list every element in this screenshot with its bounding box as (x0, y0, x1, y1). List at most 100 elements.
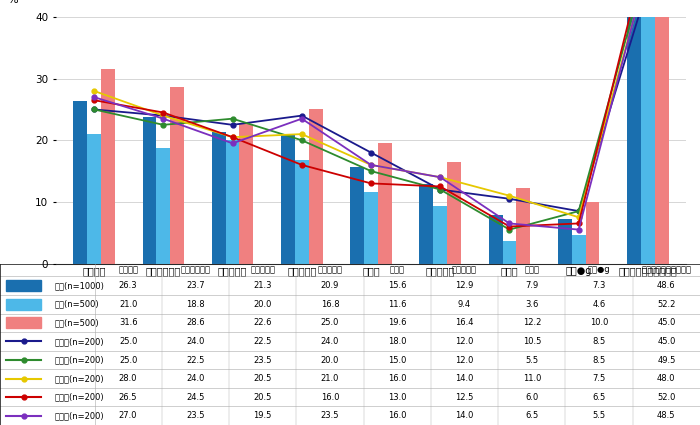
Bar (309, 110, 323, 264)
Bar (378, 143, 392, 264)
Text: 9.4: 9.4 (458, 300, 471, 309)
Bar (503, 241, 517, 264)
Text: 16.0: 16.0 (388, 411, 407, 420)
Text: 31.6: 31.6 (119, 318, 137, 327)
Text: 21.3: 21.3 (253, 281, 272, 290)
Text: 低糖質: 低糖質 (390, 266, 405, 275)
Text: 6.5: 6.5 (525, 411, 538, 420)
Text: 8.5: 8.5 (592, 356, 606, 365)
Text: 49.5: 49.5 (657, 356, 676, 365)
Text: 7.3: 7.3 (592, 281, 606, 290)
Bar (212, 132, 225, 264)
Bar (627, 0, 641, 264)
Bar (364, 192, 378, 264)
Text: 16.4: 16.4 (455, 318, 474, 327)
Text: 20.0: 20.0 (321, 356, 340, 365)
Text: 12.0: 12.0 (455, 356, 474, 365)
Bar (239, 124, 253, 264)
Text: あてはまるものはない: あてはまるものはない (641, 266, 692, 275)
Text: 10.0: 10.0 (590, 318, 608, 327)
Text: 48.6: 48.6 (657, 281, 676, 290)
Bar (74, 102, 88, 264)
Text: 6.0: 6.0 (525, 393, 538, 402)
Text: 女性(n=500): 女性(n=500) (55, 318, 99, 327)
Bar (558, 218, 572, 264)
Text: 11.0: 11.0 (523, 374, 541, 383)
Text: 20.0: 20.0 (253, 300, 272, 309)
Text: %: % (8, 0, 18, 5)
Bar (419, 184, 433, 264)
Text: 18.8: 18.8 (186, 300, 204, 309)
Bar (350, 167, 364, 264)
Text: 24.5: 24.5 (186, 393, 204, 402)
Text: 22.5: 22.5 (186, 356, 204, 365)
Text: 12.9: 12.9 (455, 281, 474, 290)
Text: 16.8: 16.8 (321, 300, 340, 309)
Text: 糖質オフ: 糖質オフ (118, 266, 138, 275)
Text: 10.5: 10.5 (523, 337, 541, 346)
Text: 28.6: 28.6 (186, 318, 204, 327)
Text: 5.5: 5.5 (592, 411, 606, 420)
Text: 11.6: 11.6 (388, 300, 407, 309)
Bar (6, 280, 41, 292)
Text: 24.0: 24.0 (186, 374, 204, 383)
Text: ２０代(n=200): ２０代(n=200) (55, 337, 104, 346)
Bar (281, 135, 295, 264)
Text: カロリーオフ: カロリーオフ (181, 266, 211, 275)
Text: 16.0: 16.0 (321, 393, 340, 402)
Text: 48.0: 48.0 (657, 374, 676, 383)
Text: 7.9: 7.9 (525, 281, 538, 290)
Text: 25.0: 25.0 (119, 356, 137, 365)
Text: 13.0: 13.0 (388, 393, 407, 402)
Text: 12.2: 12.2 (523, 318, 541, 327)
Text: ６０代(n=200): ６０代(n=200) (55, 411, 104, 420)
Text: ３０代(n=200): ３０代(n=200) (55, 356, 104, 365)
Text: 25.0: 25.0 (321, 318, 340, 327)
Text: 20.5: 20.5 (253, 393, 272, 402)
Bar (433, 206, 447, 264)
Bar (489, 215, 503, 264)
Text: カロリー０: カロリー０ (250, 266, 275, 275)
Text: 男性(n=500): 男性(n=500) (55, 300, 99, 309)
Text: 16.0: 16.0 (388, 374, 407, 383)
Bar (654, 0, 668, 264)
Text: 12.5: 12.5 (455, 393, 474, 402)
Bar (101, 69, 115, 264)
Text: 26.3: 26.3 (119, 281, 137, 290)
Text: 14.0: 14.0 (455, 411, 474, 420)
Bar (517, 188, 530, 264)
Text: 23.5: 23.5 (253, 356, 272, 365)
Text: 7.5: 7.5 (592, 374, 606, 383)
Text: 18.0: 18.0 (388, 337, 407, 346)
Text: 52.0: 52.0 (657, 393, 676, 402)
Text: 8.5: 8.5 (592, 337, 606, 346)
Text: 14.0: 14.0 (455, 374, 474, 383)
Text: 糖質●g: 糖質●g (588, 266, 610, 275)
Text: 3.6: 3.6 (525, 300, 538, 309)
Text: 6.5: 6.5 (592, 393, 606, 402)
Bar (295, 160, 309, 264)
Bar (6, 317, 41, 329)
Text: 全体(n=1000): 全体(n=1000) (55, 281, 105, 290)
Bar (6, 299, 41, 310)
Bar (156, 147, 170, 264)
Text: 23.5: 23.5 (186, 411, 204, 420)
Text: 21.0: 21.0 (321, 374, 340, 383)
Text: 19.5: 19.5 (253, 411, 272, 420)
Text: ５０代(n=200): ５０代(n=200) (55, 393, 104, 402)
Text: 52.2: 52.2 (657, 300, 676, 309)
Text: 23.5: 23.5 (321, 411, 340, 420)
Text: 24.0: 24.0 (186, 337, 204, 346)
Bar (225, 140, 239, 264)
Text: 低カロリー: 低カロリー (318, 266, 342, 275)
Text: ノンオイル: ノンオイル (452, 266, 477, 275)
Text: 28.0: 28.0 (119, 374, 137, 383)
Text: 15.0: 15.0 (388, 356, 407, 365)
Text: 20.9: 20.9 (321, 281, 340, 290)
Text: 22.5: 22.5 (253, 337, 272, 346)
Bar (572, 235, 586, 264)
Text: 20.5: 20.5 (253, 374, 272, 383)
Text: 5.5: 5.5 (525, 356, 538, 365)
Text: 27.0: 27.0 (119, 411, 137, 420)
Text: 48.5: 48.5 (657, 411, 676, 420)
